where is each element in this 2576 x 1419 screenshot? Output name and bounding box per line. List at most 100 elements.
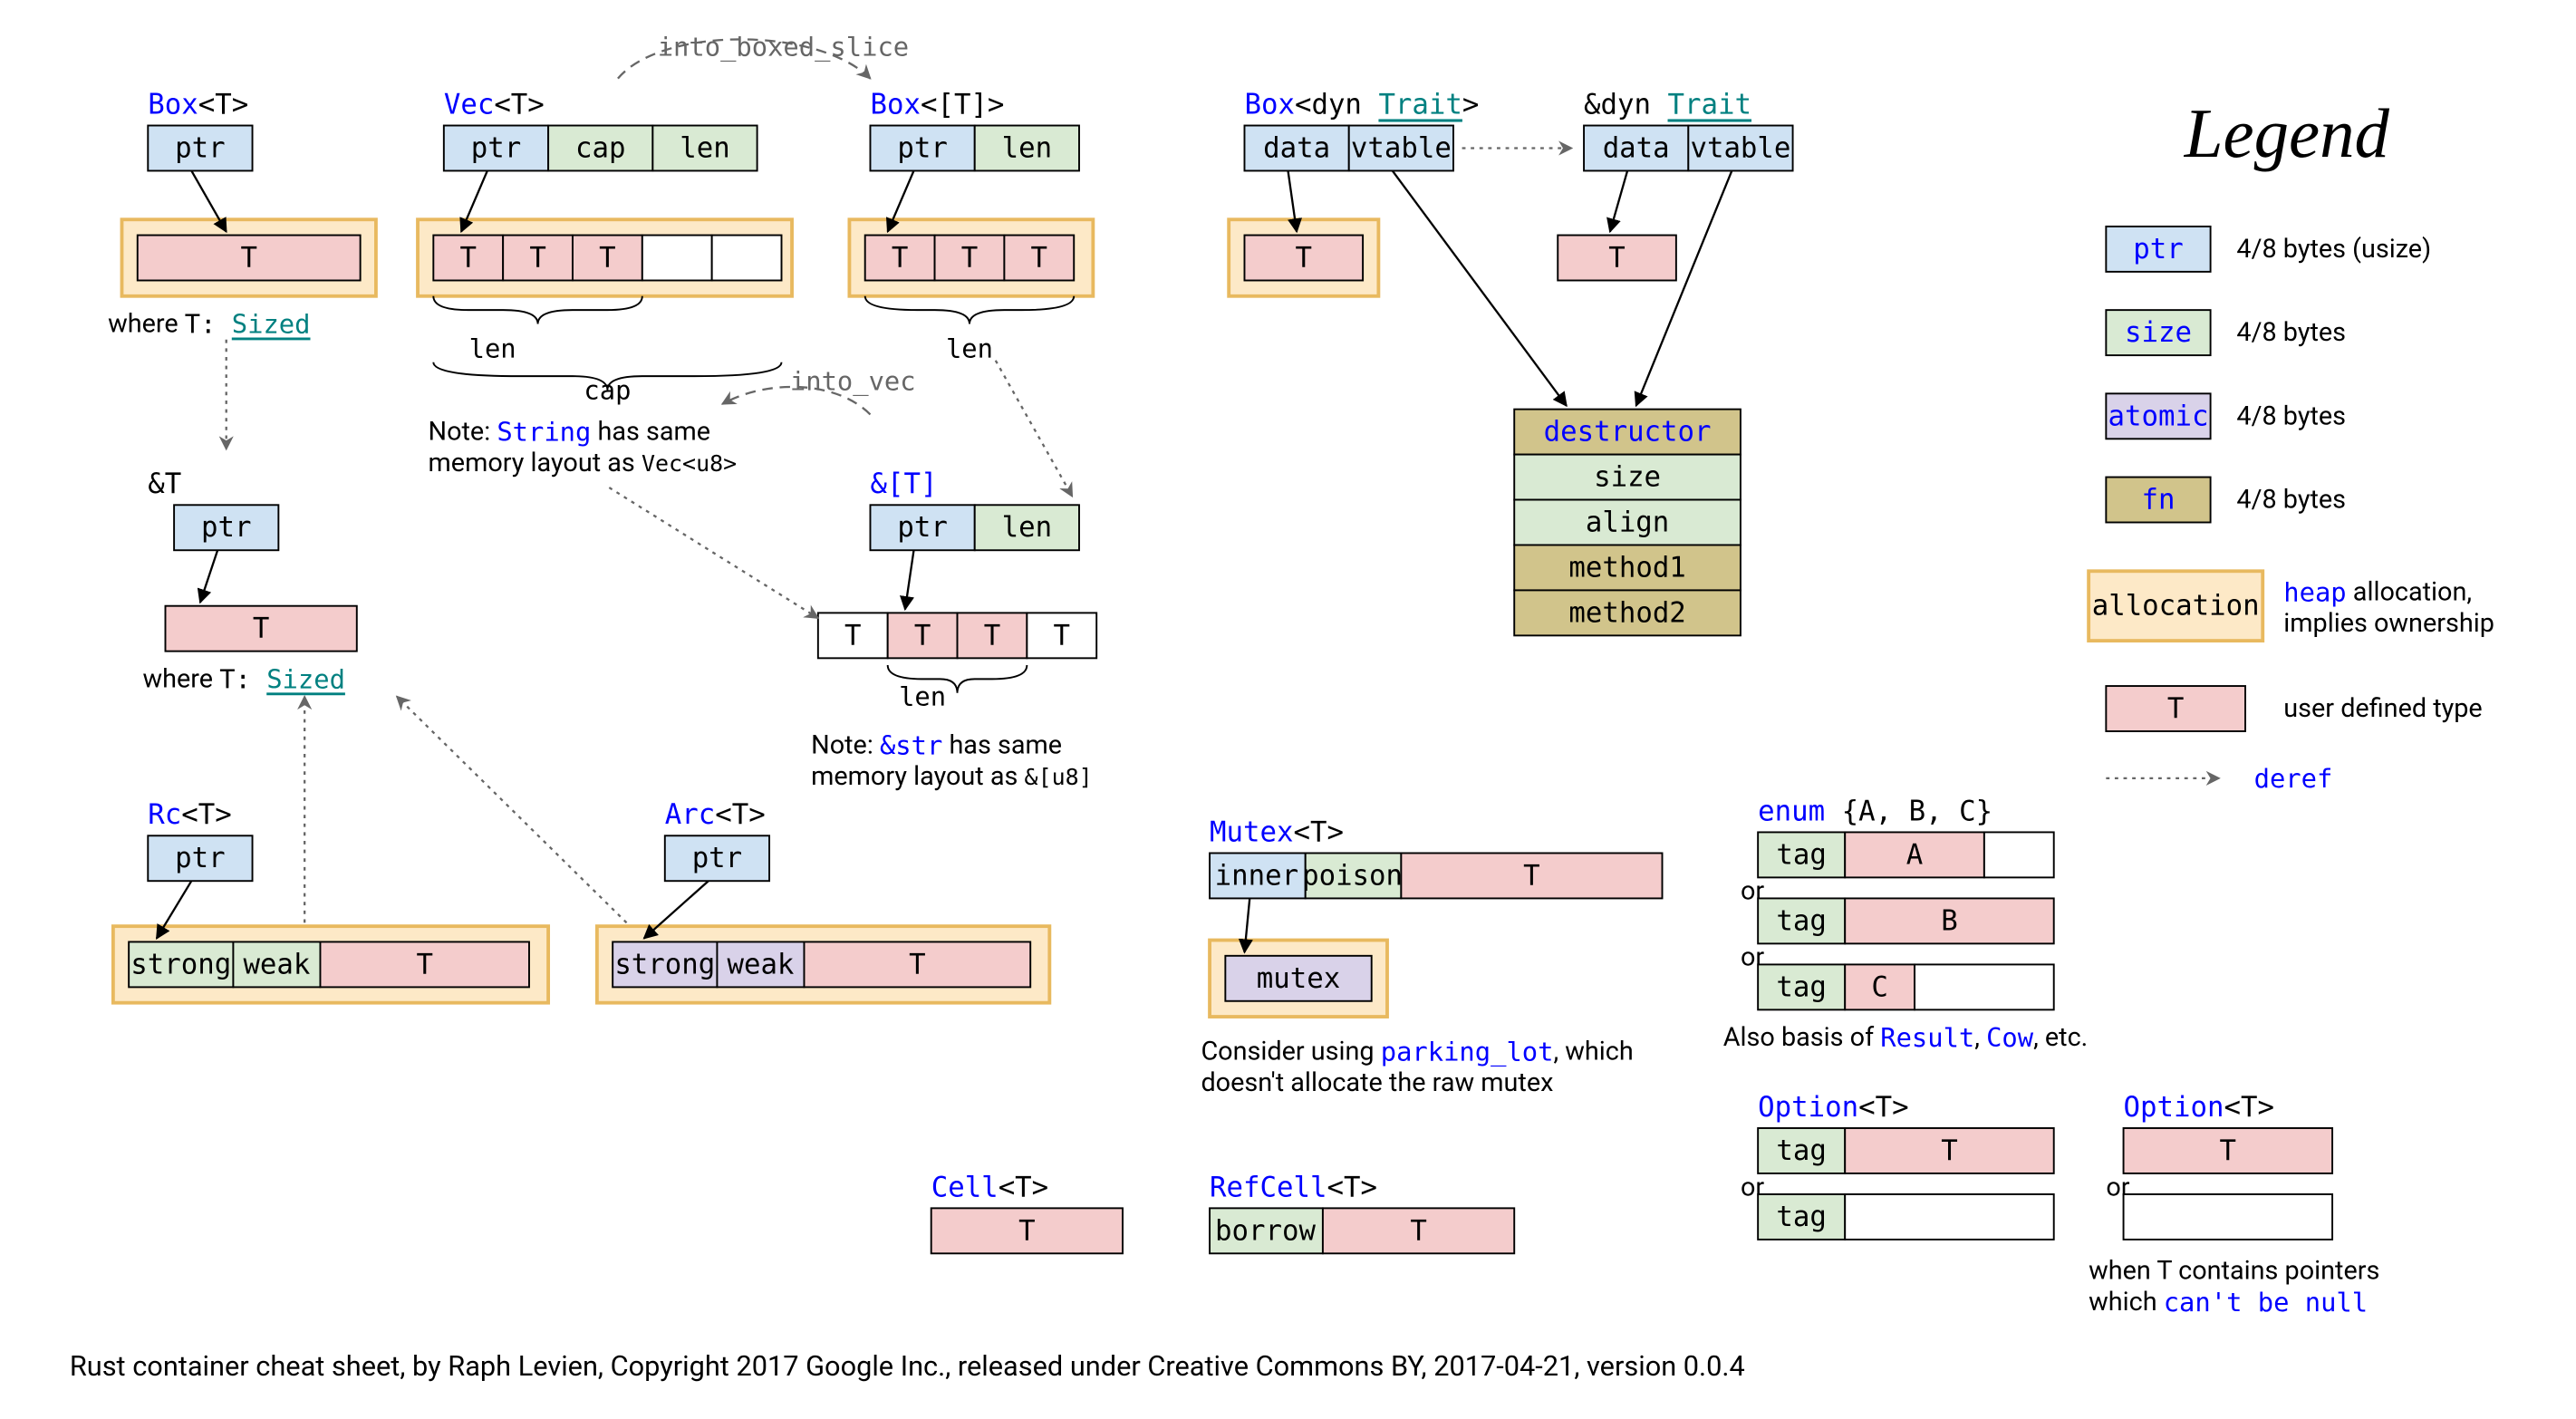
svg-text:len: len bbox=[899, 681, 946, 712]
svg-text:atomic: atomic bbox=[2108, 400, 2208, 432]
svg-text:weak: weak bbox=[727, 948, 794, 980]
svg-text:&[T]: &[T] bbox=[870, 468, 937, 500]
svg-text:Box<[T]>: Box<[T]> bbox=[870, 88, 1004, 121]
svg-text:T: T bbox=[909, 948, 926, 980]
cell-t: Cell<T> T bbox=[931, 1171, 1123, 1253]
svg-text:inner: inner bbox=[1215, 859, 1298, 892]
svg-text:T: T bbox=[240, 242, 257, 275]
svg-text:T: T bbox=[2167, 692, 2185, 725]
svg-text:vtable: vtable bbox=[1690, 131, 1790, 164]
svg-text:vtable: vtable bbox=[1351, 131, 1452, 164]
legend: Legend ptr 4/8 bytes (usize) size 4/8 by… bbox=[2089, 95, 2494, 794]
svg-text:T: T bbox=[1018, 1214, 1036, 1247]
ref-dyn-trait: &dyn Trait data vtable T bbox=[1462, 88, 1793, 405]
svg-text:implies ownership: implies ownership bbox=[2283, 608, 2494, 639]
svg-text:size: size bbox=[1594, 461, 1661, 494]
svg-text:A: A bbox=[1906, 838, 1924, 871]
svg-text:memory layout as Vec<u8>: memory layout as Vec<u8> bbox=[429, 448, 738, 478]
option-t-niche: Option<T> T or when T contains pointers … bbox=[2089, 1091, 2379, 1318]
svg-text:Consider using parking_lot, wh: Consider using parking_lot, which bbox=[1201, 1036, 1633, 1067]
box-slice-t: Box<[T]> ptr len T T T len bbox=[849, 88, 1093, 363]
svg-text:T: T bbox=[529, 242, 546, 275]
vtable: destructor size align method1 method2 bbox=[1514, 410, 1741, 636]
svg-text:T: T bbox=[1054, 619, 1071, 652]
svg-text:tag: tag bbox=[1776, 970, 1826, 1003]
svg-text:ptr: ptr bbox=[175, 842, 225, 874]
box-dyn-trait: Box<dyn Trait> data vtable T bbox=[1229, 88, 1567, 405]
svg-text:T: T bbox=[1608, 242, 1626, 275]
svg-text:T: T bbox=[1523, 859, 1540, 892]
svg-text:Note: &str has same: Note: &str has same bbox=[811, 729, 1062, 760]
svg-text:size: size bbox=[2125, 316, 2192, 349]
ref-t: &T ptr T where T: Sized bbox=[143, 468, 357, 694]
svg-text:strong: strong bbox=[130, 948, 231, 980]
legend-user: T user defined type bbox=[2106, 686, 2482, 731]
svg-text:T: T bbox=[2220, 1134, 2237, 1167]
arrow-boxslice-to-slice bbox=[996, 361, 1073, 497]
svg-text:ptr: ptr bbox=[897, 131, 947, 164]
svg-text:T: T bbox=[599, 242, 616, 275]
svg-text:len: len bbox=[1002, 131, 1052, 164]
svg-text:doesn't allocate the raw mutex: doesn't allocate the raw mutex bbox=[1201, 1067, 1553, 1098]
svg-text:deref: deref bbox=[2254, 763, 2333, 794]
svg-text:ptr: ptr bbox=[897, 511, 947, 544]
svg-text:borrow: borrow bbox=[1215, 1214, 1316, 1247]
rust-container-diagram: Legend ptr 4/8 bytes (usize) size 4/8 by… bbox=[0, 0, 2576, 1419]
svg-text:B: B bbox=[1941, 904, 1958, 937]
svg-text:tag: tag bbox=[1776, 838, 1826, 871]
svg-text:allocation: allocation bbox=[2092, 590, 2260, 623]
svg-text:ptr: ptr bbox=[2133, 233, 2183, 265]
mutex-t: Mutex<T> inner poison T mutex Consider u… bbox=[1201, 816, 1662, 1098]
svg-text:data: data bbox=[1603, 131, 1670, 164]
svg-text:ptr: ptr bbox=[692, 842, 742, 874]
svg-text:destructor: destructor bbox=[1544, 416, 1712, 449]
svg-text:ptr: ptr bbox=[201, 511, 251, 544]
svg-text:Mutex<T>: Mutex<T> bbox=[1210, 816, 1344, 848]
svg-text:T: T bbox=[1941, 1134, 1958, 1167]
svg-text:tag: tag bbox=[1776, 904, 1826, 937]
svg-text:Vec<T>: Vec<T> bbox=[444, 88, 545, 121]
svg-text:4/8 bytes: 4/8 bytes bbox=[2236, 317, 2346, 348]
svg-text:Option<T>: Option<T> bbox=[2124, 1091, 2274, 1124]
svg-text:poison: poison bbox=[1302, 859, 1403, 892]
svg-text:mutex: mutex bbox=[1257, 962, 1340, 995]
svg-text:fn: fn bbox=[2141, 484, 2175, 516]
rc-t: Rc<T> ptr strong weak T bbox=[113, 697, 548, 1003]
refcell-t: RefCell<T> borrow T bbox=[1210, 1171, 1514, 1253]
svg-text:data: data bbox=[1263, 131, 1330, 164]
svg-text:T: T bbox=[961, 242, 979, 275]
svg-text:T: T bbox=[984, 619, 1001, 652]
footer-text: Rust container cheat sheet, by Raph Levi… bbox=[70, 1349, 1745, 1383]
svg-text:T: T bbox=[1031, 242, 1048, 275]
svg-text:tag: tag bbox=[1776, 1134, 1826, 1167]
svg-text:4/8 bytes: 4/8 bytes bbox=[2236, 485, 2346, 516]
svg-text:len: len bbox=[1002, 511, 1052, 544]
svg-text:T: T bbox=[844, 619, 862, 652]
label-into-boxed-slice: into_boxed_slice bbox=[658, 32, 909, 63]
svg-text:&T: &T bbox=[148, 468, 181, 500]
option-t-tagged: Option<T> tag T or tag bbox=[1741, 1091, 2054, 1240]
label-into-vec: into_vec bbox=[790, 366, 916, 398]
svg-text:tag: tag bbox=[1776, 1201, 1826, 1233]
svg-text:T: T bbox=[892, 242, 909, 275]
svg-text:Rc<T>: Rc<T> bbox=[148, 798, 231, 831]
svg-text:4/8 bytes: 4/8 bytes bbox=[2236, 401, 2346, 431]
legend-fn: fn 4/8 bytes bbox=[2106, 478, 2346, 523]
svg-text:method1: method1 bbox=[1568, 551, 1685, 584]
svg-text:&dyn Trait: &dyn Trait bbox=[1584, 88, 1751, 121]
svg-text:which can't be null: which can't be null bbox=[2089, 1287, 2368, 1318]
svg-text:len: len bbox=[946, 333, 993, 363]
svg-text:strong: strong bbox=[614, 948, 715, 980]
svg-text:user defined type: user defined type bbox=[2283, 693, 2482, 724]
svg-text:cap: cap bbox=[584, 375, 631, 406]
arrow-vec-to-slice bbox=[609, 487, 818, 618]
svg-text:where T: Sized: where T: Sized bbox=[108, 309, 310, 340]
legend-title: Legend bbox=[2184, 95, 2390, 172]
svg-text:where T: Sized: where T: Sized bbox=[143, 663, 345, 694]
svg-text:weak: weak bbox=[243, 948, 310, 980]
svg-text:Option<T>: Option<T> bbox=[1758, 1091, 1908, 1124]
legend-size: size 4/8 bytes bbox=[2106, 310, 2346, 355]
svg-text:4/8 bytes (usize): 4/8 bytes (usize) bbox=[2236, 234, 2431, 265]
svg-text:cap: cap bbox=[575, 131, 625, 164]
svg-text:T: T bbox=[416, 948, 433, 980]
